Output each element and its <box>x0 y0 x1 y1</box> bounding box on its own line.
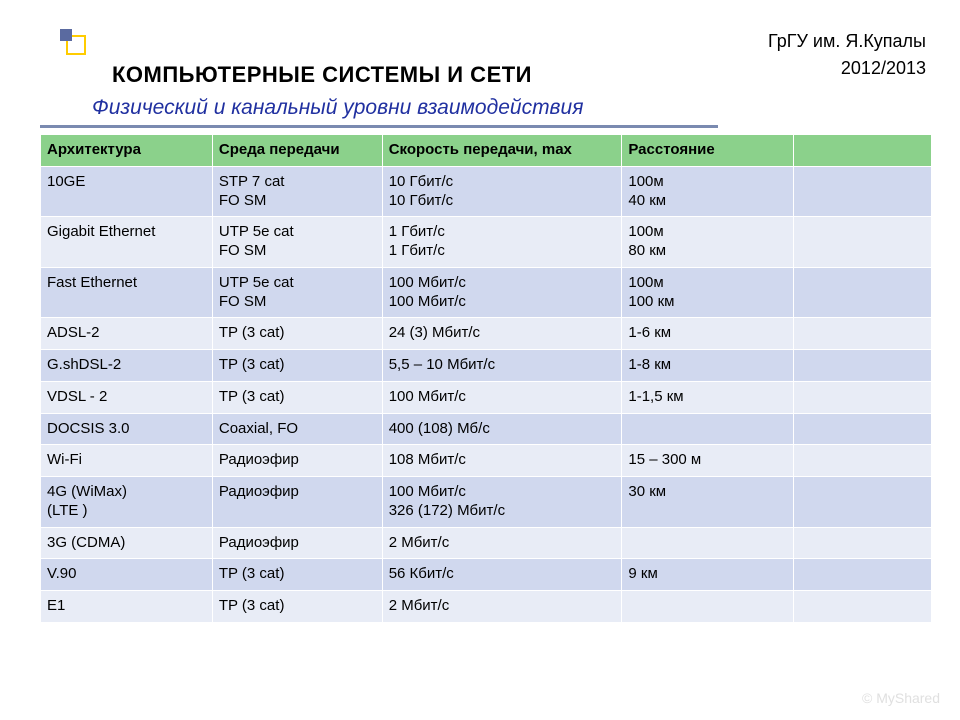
table-row: Fast EthernetUTP 5e cat FO SM100 Мбит/с … <box>41 267 932 318</box>
table-cell <box>794 445 932 477</box>
table-cell: STP 7 cat FO SM <box>212 166 382 217</box>
table-header-cell: Скорость передачи, max <box>382 135 622 167</box>
table-cell: G.shDSL-2 <box>41 350 213 382</box>
table-cell <box>794 559 932 591</box>
table-row: 10GESTP 7 cat FO SM10 Гбит/с 10 Гбит/с10… <box>41 166 932 217</box>
table-cell: ADSL-2 <box>41 318 213 350</box>
table-cell <box>794 413 932 445</box>
table-cell: 1-1,5 км <box>622 381 794 413</box>
table-cell: 30 км <box>622 477 794 528</box>
watermark: © MyShared <box>862 690 940 706</box>
table-cell: 10GE <box>41 166 213 217</box>
table-cell: TP (3 cat) <box>212 591 382 623</box>
table-cell: 400 (108) Мб/с <box>382 413 622 445</box>
table-cell <box>794 267 932 318</box>
table-cell: 1-6 км <box>622 318 794 350</box>
table-cell <box>794 318 932 350</box>
table-cell <box>794 527 932 559</box>
network-table: АрхитектураСреда передачиСкорость переда… <box>40 134 932 623</box>
table-header-cell: Архитектура <box>41 135 213 167</box>
table-row: VDSL - 2TP (3 cat)100 Мбит/с1-1,5 км <box>41 381 932 413</box>
table-header-cell: Расстояние <box>622 135 794 167</box>
table-header-cell: Среда передачи <box>212 135 382 167</box>
table-row: Wi-FiРадиоэфир108 Мбит/с15 – 300 м <box>41 445 932 477</box>
table-cell: Радиоэфир <box>212 445 382 477</box>
table-cell <box>794 350 932 382</box>
table-row: Gigabit EthernetUTP 5e cat FO SM1 Гбит/с… <box>41 217 932 268</box>
table-cell: 108 Мбит/с <box>382 445 622 477</box>
table-cell: Радиоэфир <box>212 527 382 559</box>
table-cell: 2 Мбит/с <box>382 591 622 623</box>
table-cell: TP (3 cat) <box>212 318 382 350</box>
table-header-cell <box>794 135 932 167</box>
institution-label: ГрГУ им. Я.Купалы <box>768 28 926 55</box>
table-body: 10GESTP 7 cat FO SM10 Гбит/с 10 Гбит/с10… <box>41 166 932 622</box>
table-cell <box>794 591 932 623</box>
table-row: 3G (CDMA)Радиоэфир2 Мбит/с <box>41 527 932 559</box>
table-cell: 1 Гбит/с 1 Гбит/с <box>382 217 622 268</box>
title-block: КОМПЬЮТЕРНЫЕ СИСТЕМЫ И СЕТИ Физический и… <box>64 62 760 120</box>
table-cell: 100м 100 км <box>622 267 794 318</box>
table-cell: E1 <box>41 591 213 623</box>
table-cell: DOCSIS 3.0 <box>41 413 213 445</box>
table-cell: 10 Гбит/с 10 Гбит/с <box>382 166 622 217</box>
table-cell: V.90 <box>41 559 213 591</box>
table-cell: 56 Кбит/с <box>382 559 622 591</box>
table-cell: UTP 5e cat FO SM <box>212 217 382 268</box>
header-right: ГрГУ им. Я.Купалы 2012/2013 <box>768 28 926 82</box>
table-cell <box>622 591 794 623</box>
table-head: АрхитектураСреда передачиСкорость переда… <box>41 135 932 167</box>
table-cell: TP (3 cat) <box>212 350 382 382</box>
table-row: 4G (WiMax) (LTE )Радиоэфир100 Мбит/с 326… <box>41 477 932 528</box>
table-cell: 15 – 300 м <box>622 445 794 477</box>
table-cell: Радиоэфир <box>212 477 382 528</box>
table-cell <box>622 413 794 445</box>
table-row: DOCSIS 3.0Coaxial, FO400 (108) Мб/с <box>41 413 932 445</box>
table-cell <box>794 166 932 217</box>
table-cell: 100м 80 км <box>622 217 794 268</box>
table-cell: Fast Ethernet <box>41 267 213 318</box>
table-cell: VDSL - 2 <box>41 381 213 413</box>
table-cell: TP (3 cat) <box>212 381 382 413</box>
slide-subtitle: Физический и канальный уровни взаимодейс… <box>92 96 760 120</box>
slide: ГрГУ им. Я.Купалы 2012/2013 КОМПЬЮТЕРНЫЕ… <box>0 0 960 720</box>
table-cell: 100м 40 км <box>622 166 794 217</box>
table-cell: 5,5 – 10 Мбит/с <box>382 350 622 382</box>
year-label: 2012/2013 <box>768 55 926 82</box>
table-cell: 24 (3) Мбит/с <box>382 318 622 350</box>
table-cell: 100 Мбит/с 100 Мбит/с <box>382 267 622 318</box>
table-cell: 100 Мбит/с <box>382 381 622 413</box>
slide-title: КОМПЬЮТЕРНЫЕ СИСТЕМЫ И СЕТИ <box>112 62 760 88</box>
table-cell: 3G (CDMA) <box>41 527 213 559</box>
table-cell: 9 км <box>622 559 794 591</box>
table-cell <box>794 381 932 413</box>
table-cell: TP (3 cat) <box>212 559 382 591</box>
table-cell <box>622 527 794 559</box>
table-cell: 2 Мбит/с <box>382 527 622 559</box>
table-cell: Gigabit Ethernet <box>41 217 213 268</box>
title-bullet-icon <box>66 35 86 55</box>
table-cell: 100 Мбит/с 326 (172) Мбит/с <box>382 477 622 528</box>
table-cell: Wi-Fi <box>41 445 213 477</box>
table-row: E1TP (3 cat)2 Мбит/с <box>41 591 932 623</box>
table-cell: 4G (WiMax) (LTE ) <box>41 477 213 528</box>
table-cell: Coaxial, FO <box>212 413 382 445</box>
table-cell: 1-8 км <box>622 350 794 382</box>
title-underline <box>40 125 718 128</box>
table-cell <box>794 217 932 268</box>
table-row: G.shDSL-2TP (3 cat)5,5 – 10 Мбит/с1-8 км <box>41 350 932 382</box>
table-cell: UTP 5e cat FO SM <box>212 267 382 318</box>
table-cell <box>794 477 932 528</box>
table-row: V.90TP (3 cat)56 Кбит/с9 км <box>41 559 932 591</box>
table-row: ADSL-2TP (3 cat)24 (3) Мбит/с1-6 км <box>41 318 932 350</box>
